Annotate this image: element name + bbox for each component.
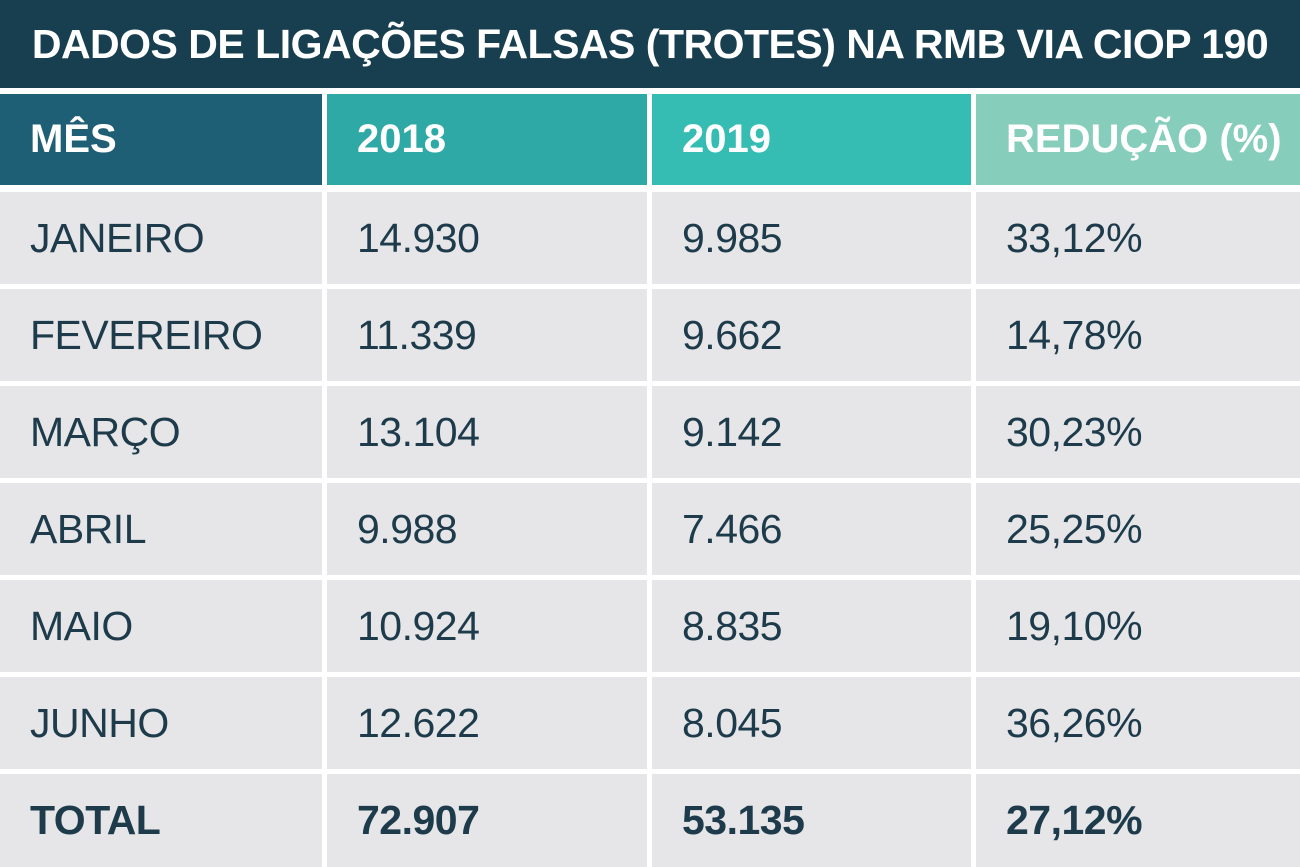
column-header: MÊS: [0, 94, 322, 185]
table-cell-text: 19,10%: [1006, 602, 1143, 649]
table-cell: 13.104: [327, 386, 647, 478]
table-cell: 14,78%: [976, 289, 1300, 381]
row-label-text: JUNHO: [30, 699, 169, 746]
row-label-text: MARÇO: [30, 408, 181, 455]
data-table: MÊS 2018 2019 REDUÇÃO (%) JANEIRO 14.930 9.985…: [0, 94, 1300, 867]
table-cell: 12.622: [327, 677, 647, 769]
table-cell: 33,12%: [976, 192, 1300, 284]
table-cell-text: 9.142: [682, 408, 783, 455]
row-label: JUNHO: [0, 677, 322, 769]
row-label: JANEIRO: [0, 192, 322, 284]
total-label-text: TOTAL: [30, 797, 161, 843]
table-cell: 30,23%: [976, 386, 1300, 478]
table-cell-text: 33,12%: [1006, 214, 1143, 261]
total-cell-text: 27,12%: [1006, 797, 1143, 843]
table-cell: 9.988: [327, 483, 647, 575]
table-cell: 7.466: [652, 483, 971, 575]
table-cell-text: 36,26%: [1006, 699, 1143, 746]
table-cell-text: 10.924: [357, 602, 480, 649]
table-title: DADOS DE LIGAÇÕES FALSAS (TROTES) NA RMB…: [31, 20, 1269, 67]
table-cell-text: 9.662: [682, 311, 783, 358]
table-cell: 36,26%: [976, 677, 1300, 769]
table-cell: 9.142: [652, 386, 971, 478]
column-header-text: REDUÇÃO (%): [1006, 117, 1282, 161]
row-label-text: ABRIL: [30, 505, 147, 552]
row-label-text: JANEIRO: [30, 214, 205, 261]
table-cell-text: 8.835: [682, 602, 783, 649]
table-cell: 9.985: [652, 192, 971, 284]
table-cell: 8.835: [652, 580, 971, 672]
total-label: TOTAL: [0, 774, 322, 867]
total-cell: 27,12%: [976, 774, 1300, 867]
column-header: 2018: [327, 94, 647, 185]
column-header-text: MÊS: [30, 117, 117, 161]
table-cell: 19,10%: [976, 580, 1300, 672]
total-cell-text: 53.135: [682, 797, 805, 843]
table-cell-text: 13.104: [357, 408, 480, 455]
table-cell-text: 7.466: [682, 505, 783, 552]
table-cell: 8.045: [652, 677, 971, 769]
row-label: MAIO: [0, 580, 322, 672]
table-cell: 25,25%: [976, 483, 1300, 575]
table-cell-text: 14,78%: [1006, 311, 1143, 358]
row-label: FEVEREIRO: [0, 289, 322, 381]
table-title-bar: DADOS DE LIGAÇÕES FALSAS (TROTES) NA RMB…: [0, 0, 1300, 88]
table-cell-text: 14.930: [357, 214, 480, 261]
table-cell-text: 11.339: [357, 311, 477, 358]
row-label: MARÇO: [0, 386, 322, 478]
row-label-text: MAIO: [30, 602, 133, 649]
table-cell-text: 9.985: [682, 214, 783, 261]
table-cell: 10.924: [327, 580, 647, 672]
column-header: REDUÇÃO (%): [976, 94, 1300, 185]
column-header-text: 2019: [682, 117, 771, 161]
column-header-text: 2018: [357, 117, 446, 161]
table-cell-text: 8.045: [682, 699, 783, 746]
row-label: ABRIL: [0, 483, 322, 575]
table-cell-text: 9.988: [357, 505, 458, 552]
table-cell: 11.339: [327, 289, 647, 381]
table-cell-text: 12.622: [357, 699, 480, 746]
table-cell: 9.662: [652, 289, 971, 381]
table-cell-text: 25,25%: [1006, 505, 1143, 552]
row-label-text: FEVEREIRO: [30, 311, 263, 358]
column-header: 2019: [652, 94, 971, 185]
table-cell-text: 30,23%: [1006, 408, 1143, 455]
total-cell: 53.135: [652, 774, 971, 867]
total-cell-text: 72.907: [357, 797, 480, 843]
table-cell: 14.930: [327, 192, 647, 284]
total-cell: 72.907: [327, 774, 647, 867]
